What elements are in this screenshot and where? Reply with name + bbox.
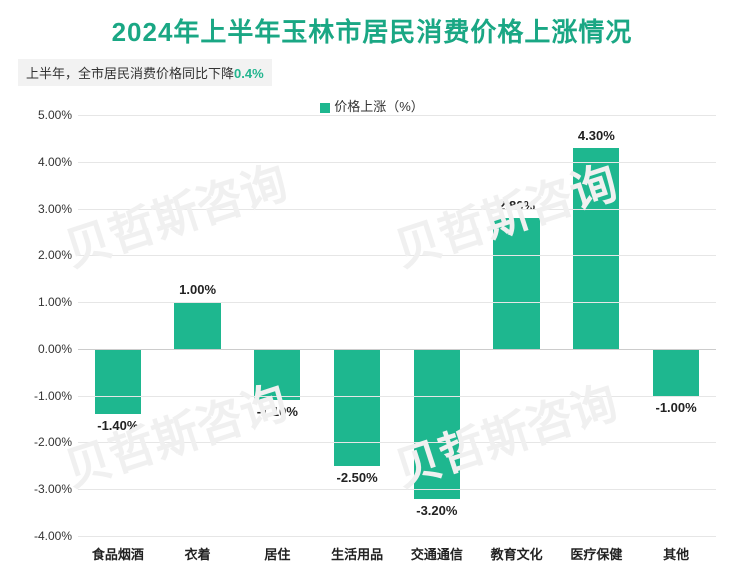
bar (95, 349, 141, 414)
y-tick-label: 2.00% (16, 248, 72, 262)
x-tick-label: 交通通信 (411, 544, 463, 563)
x-tick-label: 衣着 (185, 544, 211, 563)
bar-group: 1.00% (174, 115, 220, 536)
bar-value-label: -1.10% (234, 404, 320, 419)
x-tick-label: 其他 (663, 544, 689, 563)
subtitle-prefix: 上半年，全市居民消费价格同比下降 (26, 66, 234, 81)
x-tick-label: 医疗保健 (570, 544, 622, 563)
y-tick-label: -2.00% (16, 435, 72, 449)
gridline (78, 442, 716, 443)
x-axis-labels: 食品烟酒 衣着 居住 生活用品 交通通信 教育文化 医疗保健 其他 (78, 538, 716, 566)
bars-layer: -1.40%1.00%-1.10%-2.50%-3.20%2.80%4.30%-… (78, 115, 716, 536)
bar-value-label: -3.20% (394, 503, 480, 518)
bar-group: -2.50% (334, 115, 380, 536)
legend-swatch (320, 103, 330, 113)
bar-value-label: -1.00% (633, 400, 719, 415)
gridline (78, 349, 716, 350)
y-tick-label: 0.00% (16, 342, 72, 356)
subtitle-highlight: 0.4% (234, 66, 264, 81)
y-tick-label: 1.00% (16, 295, 72, 309)
bar-group: -1.40% (95, 115, 141, 536)
chart-area: -1.40%1.00%-1.10%-2.50%-3.20%2.80%4.30%-… (18, 115, 726, 566)
gridline (78, 255, 716, 256)
gridline (78, 396, 716, 397)
x-tick-label: 生活用品 (331, 544, 383, 563)
gridline (78, 302, 716, 303)
legend-label: 价格上涨（%） (334, 99, 424, 114)
bar-value-label: 4.30% (553, 128, 639, 143)
bar-value-label: -2.50% (314, 470, 400, 485)
bar-group: 2.80% (493, 115, 539, 536)
gridline (78, 162, 716, 163)
bar (573, 148, 619, 349)
gridline (78, 489, 716, 490)
chart-title: 2024年上半年玉林市居民消费价格上涨情况 (0, 0, 744, 49)
bar-value-label: -1.40% (75, 418, 161, 433)
gridline (78, 536, 716, 537)
y-tick-label: 4.00% (16, 155, 72, 169)
bar (174, 302, 220, 349)
plot-area: -1.40%1.00%-1.10%-2.50%-3.20%2.80%4.30%-… (78, 115, 716, 536)
bar-value-label: 2.80% (473, 198, 559, 213)
gridline (78, 209, 716, 210)
gridline (78, 115, 716, 116)
bar-group: -1.10% (254, 115, 300, 536)
bar-group: -3.20% (414, 115, 460, 536)
bar-value-label: 1.00% (154, 282, 240, 297)
x-tick-label: 教育文化 (491, 544, 543, 563)
x-tick-label: 居住 (264, 544, 290, 563)
subtitle-box: 上半年，全市居民消费价格同比下降0.4% (18, 59, 272, 86)
y-tick-label: -1.00% (16, 389, 72, 403)
y-tick-label: -4.00% (16, 529, 72, 543)
bar (653, 349, 699, 396)
bar (334, 349, 380, 466)
x-tick-label: 食品烟酒 (92, 544, 144, 563)
y-tick-label: 5.00% (16, 108, 72, 122)
bar-group: 4.30% (573, 115, 619, 536)
bar (254, 349, 300, 400)
legend: 价格上涨（%） (0, 96, 744, 115)
bar-group: -1.00% (653, 115, 699, 536)
bar (414, 349, 460, 499)
y-tick-label: -3.00% (16, 482, 72, 496)
bar (493, 218, 539, 349)
y-tick-label: 3.00% (16, 202, 72, 216)
